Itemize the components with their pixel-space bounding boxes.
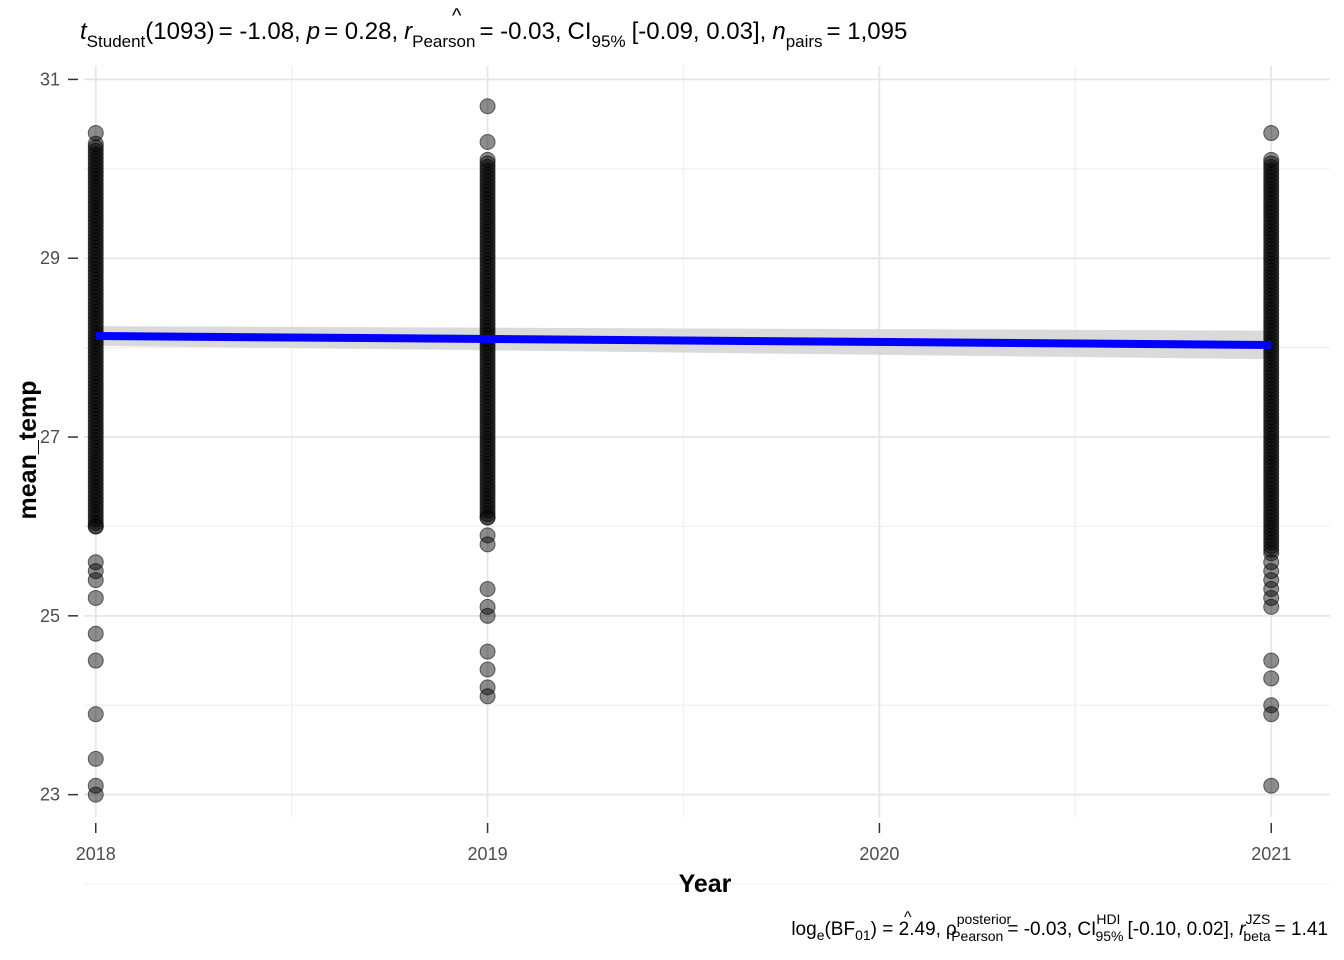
caption-bf-value: ) = 2.49, bbox=[871, 919, 941, 940]
data-point bbox=[1263, 598, 1280, 615]
data-point bbox=[1263, 151, 1280, 168]
caption-rho-value: = -0.03, bbox=[1007, 919, 1072, 940]
data-point bbox=[1263, 581, 1280, 598]
data-point bbox=[87, 125, 104, 142]
chart-title: tStudent(1093) = -1.08, p = 0.28, rPearson = … bbox=[80, 18, 907, 51]
data-point bbox=[1263, 652, 1280, 669]
data-point bbox=[479, 527, 496, 544]
x-tick-label: 2021 bbox=[1251, 844, 1291, 864]
title-n-value: = 1,095 bbox=[827, 18, 908, 45]
x-tick-label: 2020 bbox=[859, 844, 899, 864]
title-p-symbol: p bbox=[306, 18, 320, 45]
caption-r-symbol: r bbox=[1239, 919, 1246, 940]
data-point bbox=[87, 750, 104, 767]
data-point bbox=[87, 139, 104, 156]
caption-bf-paren: (BF bbox=[824, 919, 855, 940]
caption-rho-sub: Pearson bbox=[951, 928, 1003, 944]
data-point bbox=[1263, 706, 1280, 723]
data-point bbox=[87, 786, 104, 803]
y-tick-label: 25 bbox=[40, 606, 60, 626]
caption-bf-sub-e: e bbox=[817, 927, 825, 943]
title-r-symbol: r bbox=[404, 18, 413, 45]
caption-ci-sub: 95% bbox=[1095, 928, 1123, 944]
title-ci-sub: 95% bbox=[592, 32, 626, 51]
data-point bbox=[479, 688, 496, 705]
data-point bbox=[479, 98, 496, 115]
data-point bbox=[1263, 589, 1280, 606]
caption-r-sup: JZS bbox=[1246, 911, 1271, 927]
y-tick-label: 29 bbox=[40, 248, 60, 268]
data-point bbox=[479, 643, 496, 660]
data-point bbox=[1263, 697, 1280, 714]
grid bbox=[84, 66, 1330, 885]
title-r-hat: ^ bbox=[452, 5, 462, 27]
x-tick-label: 2019 bbox=[468, 844, 508, 864]
data-point bbox=[479, 133, 496, 150]
regression-line bbox=[95, 332, 1272, 349]
caption-r-sub: beta bbox=[1243, 928, 1270, 944]
data-point bbox=[479, 509, 496, 526]
caption-bf-sub: 01 bbox=[855, 927, 871, 943]
data-point bbox=[87, 706, 104, 723]
data-point bbox=[87, 572, 104, 589]
title-r-value: = -0.03, bbox=[479, 18, 561, 45]
data-point bbox=[1263, 554, 1280, 571]
y-axis-ticks: 23 25 27 29 31 bbox=[40, 69, 78, 805]
data-point bbox=[87, 563, 104, 580]
fit-line-layer bbox=[95, 332, 1272, 349]
x-axis-title: Year bbox=[679, 870, 732, 898]
y-axis-title: mean_temp bbox=[14, 381, 42, 520]
data-point bbox=[1263, 572, 1280, 589]
data-point bbox=[1263, 670, 1280, 687]
data-point bbox=[479, 661, 496, 678]
data-point bbox=[479, 607, 496, 624]
data-point bbox=[87, 625, 104, 642]
caption-rho-symbol: ρ bbox=[946, 919, 957, 940]
title-ci-value: [-0.09, 0.03], bbox=[632, 18, 767, 45]
data-point bbox=[479, 536, 496, 553]
data-point bbox=[1263, 155, 1280, 172]
data-point bbox=[1263, 563, 1280, 580]
points-layer bbox=[87, 98, 1280, 803]
title-t-symbol: t bbox=[80, 18, 88, 45]
data-point bbox=[87, 589, 104, 606]
data-point bbox=[87, 518, 104, 535]
caption-rho-hat: ^ bbox=[904, 909, 912, 926]
y-tick-label: 27 bbox=[40, 427, 60, 447]
title-p-value: = 0.28, bbox=[324, 18, 398, 45]
title-n-symbol: n bbox=[772, 18, 785, 45]
title-t-value: = -1.08, bbox=[219, 18, 301, 45]
data-point bbox=[87, 652, 104, 669]
x-axis-ticks: 2018 2019 2020 2021 bbox=[76, 823, 1291, 864]
x-tick-label: 2018 bbox=[76, 844, 116, 864]
title-n-sub: pairs bbox=[786, 32, 823, 51]
chart-caption: loge(BF01) = 2.49, ρposterior Pearson = -0.… bbox=[791, 911, 1328, 944]
caption-ci-sup: HDI bbox=[1096, 911, 1120, 927]
title-r-sub: Pearson bbox=[412, 32, 475, 51]
data-point bbox=[479, 679, 496, 696]
data-point bbox=[1263, 777, 1280, 794]
y-tick-label: 23 bbox=[40, 785, 60, 805]
caption-r-value: = 1.41 bbox=[1275, 919, 1328, 940]
data-point bbox=[87, 554, 104, 571]
caption-ci-value: [-0.10, 0.02], bbox=[1127, 919, 1234, 940]
caption-bf-label: log bbox=[791, 919, 816, 940]
data-point bbox=[479, 598, 496, 615]
title-t-sub: Student bbox=[87, 32, 146, 51]
data-point bbox=[87, 777, 104, 794]
data-point bbox=[1263, 125, 1280, 142]
data-point bbox=[479, 155, 496, 172]
caption-rho-sup: posterior bbox=[957, 911, 1012, 927]
title-ci-label: CI bbox=[568, 18, 592, 45]
caption-ci-label: CI bbox=[1077, 919, 1096, 940]
y-tick-label: 31 bbox=[40, 69, 60, 89]
data-point bbox=[479, 151, 496, 168]
title-df: (1093) bbox=[145, 18, 214, 45]
data-point bbox=[479, 581, 496, 598]
